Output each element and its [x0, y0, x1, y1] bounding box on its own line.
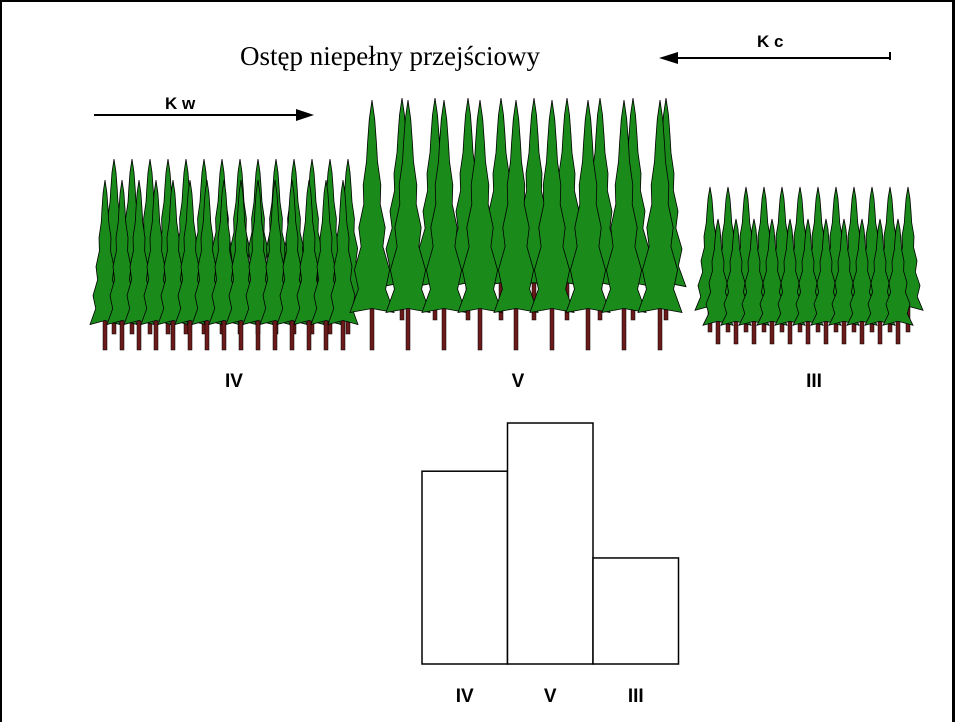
histogram-bar-iii [592, 557, 680, 665]
histogram-label-iii: III [628, 686, 644, 707]
kw-arrow-head [296, 109, 314, 121]
kc-arrow-label: K c [757, 32, 783, 51]
tree-iii [810, 218, 842, 345]
tree-iii [882, 218, 914, 345]
tree-iii [828, 218, 860, 345]
tree-v [493, 99, 539, 351]
histogram-label-v: V [544, 686, 557, 707]
kc-arrow-head [659, 52, 678, 64]
histogram-label-iv: IV [456, 686, 474, 707]
diagram-title: Ostęp niepełny przejściowy [240, 41, 540, 71]
tree-v [637, 99, 683, 351]
forest-label-iv: IV [225, 371, 243, 392]
tree-iv [327, 179, 359, 351]
tree-iii [774, 218, 806, 345]
tree-iii [864, 218, 896, 345]
tree-iii [738, 218, 770, 345]
kc-arrow: K c [659, 32, 891, 64]
tree-v [601, 99, 647, 351]
forest-label-v: V [512, 371, 525, 392]
tree-iii [756, 218, 788, 345]
kw-arrow: K w [94, 94, 314, 121]
tree-v [457, 99, 503, 351]
tree-v [529, 99, 575, 351]
tree-iii [702, 218, 734, 345]
tree-v [385, 99, 431, 351]
histogram-bar-iv [421, 470, 509, 665]
kw-arrow-label: K w [165, 94, 196, 113]
forest-label-iii: III [806, 371, 822, 392]
tree-v [421, 99, 467, 351]
age-class-histogram: IV V III [421, 422, 680, 707]
tree-v [349, 99, 395, 351]
tree-iii [792, 218, 824, 345]
tree-iii [720, 218, 752, 345]
tree-v [565, 99, 611, 351]
forest-front-row [89, 99, 914, 351]
tree-iii [846, 218, 878, 345]
histogram-bar-v [506, 422, 594, 665]
